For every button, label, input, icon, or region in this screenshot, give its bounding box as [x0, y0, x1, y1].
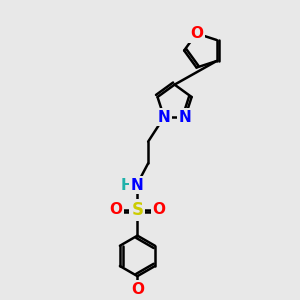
- Text: S: S: [131, 201, 143, 219]
- Text: N: N: [158, 110, 170, 124]
- Text: O: O: [131, 282, 144, 297]
- Text: O: O: [153, 202, 166, 217]
- Text: H: H: [121, 178, 134, 193]
- Text: O: O: [190, 26, 203, 41]
- Text: N: N: [179, 110, 191, 124]
- Text: N: N: [131, 178, 144, 193]
- Text: O: O: [109, 202, 122, 217]
